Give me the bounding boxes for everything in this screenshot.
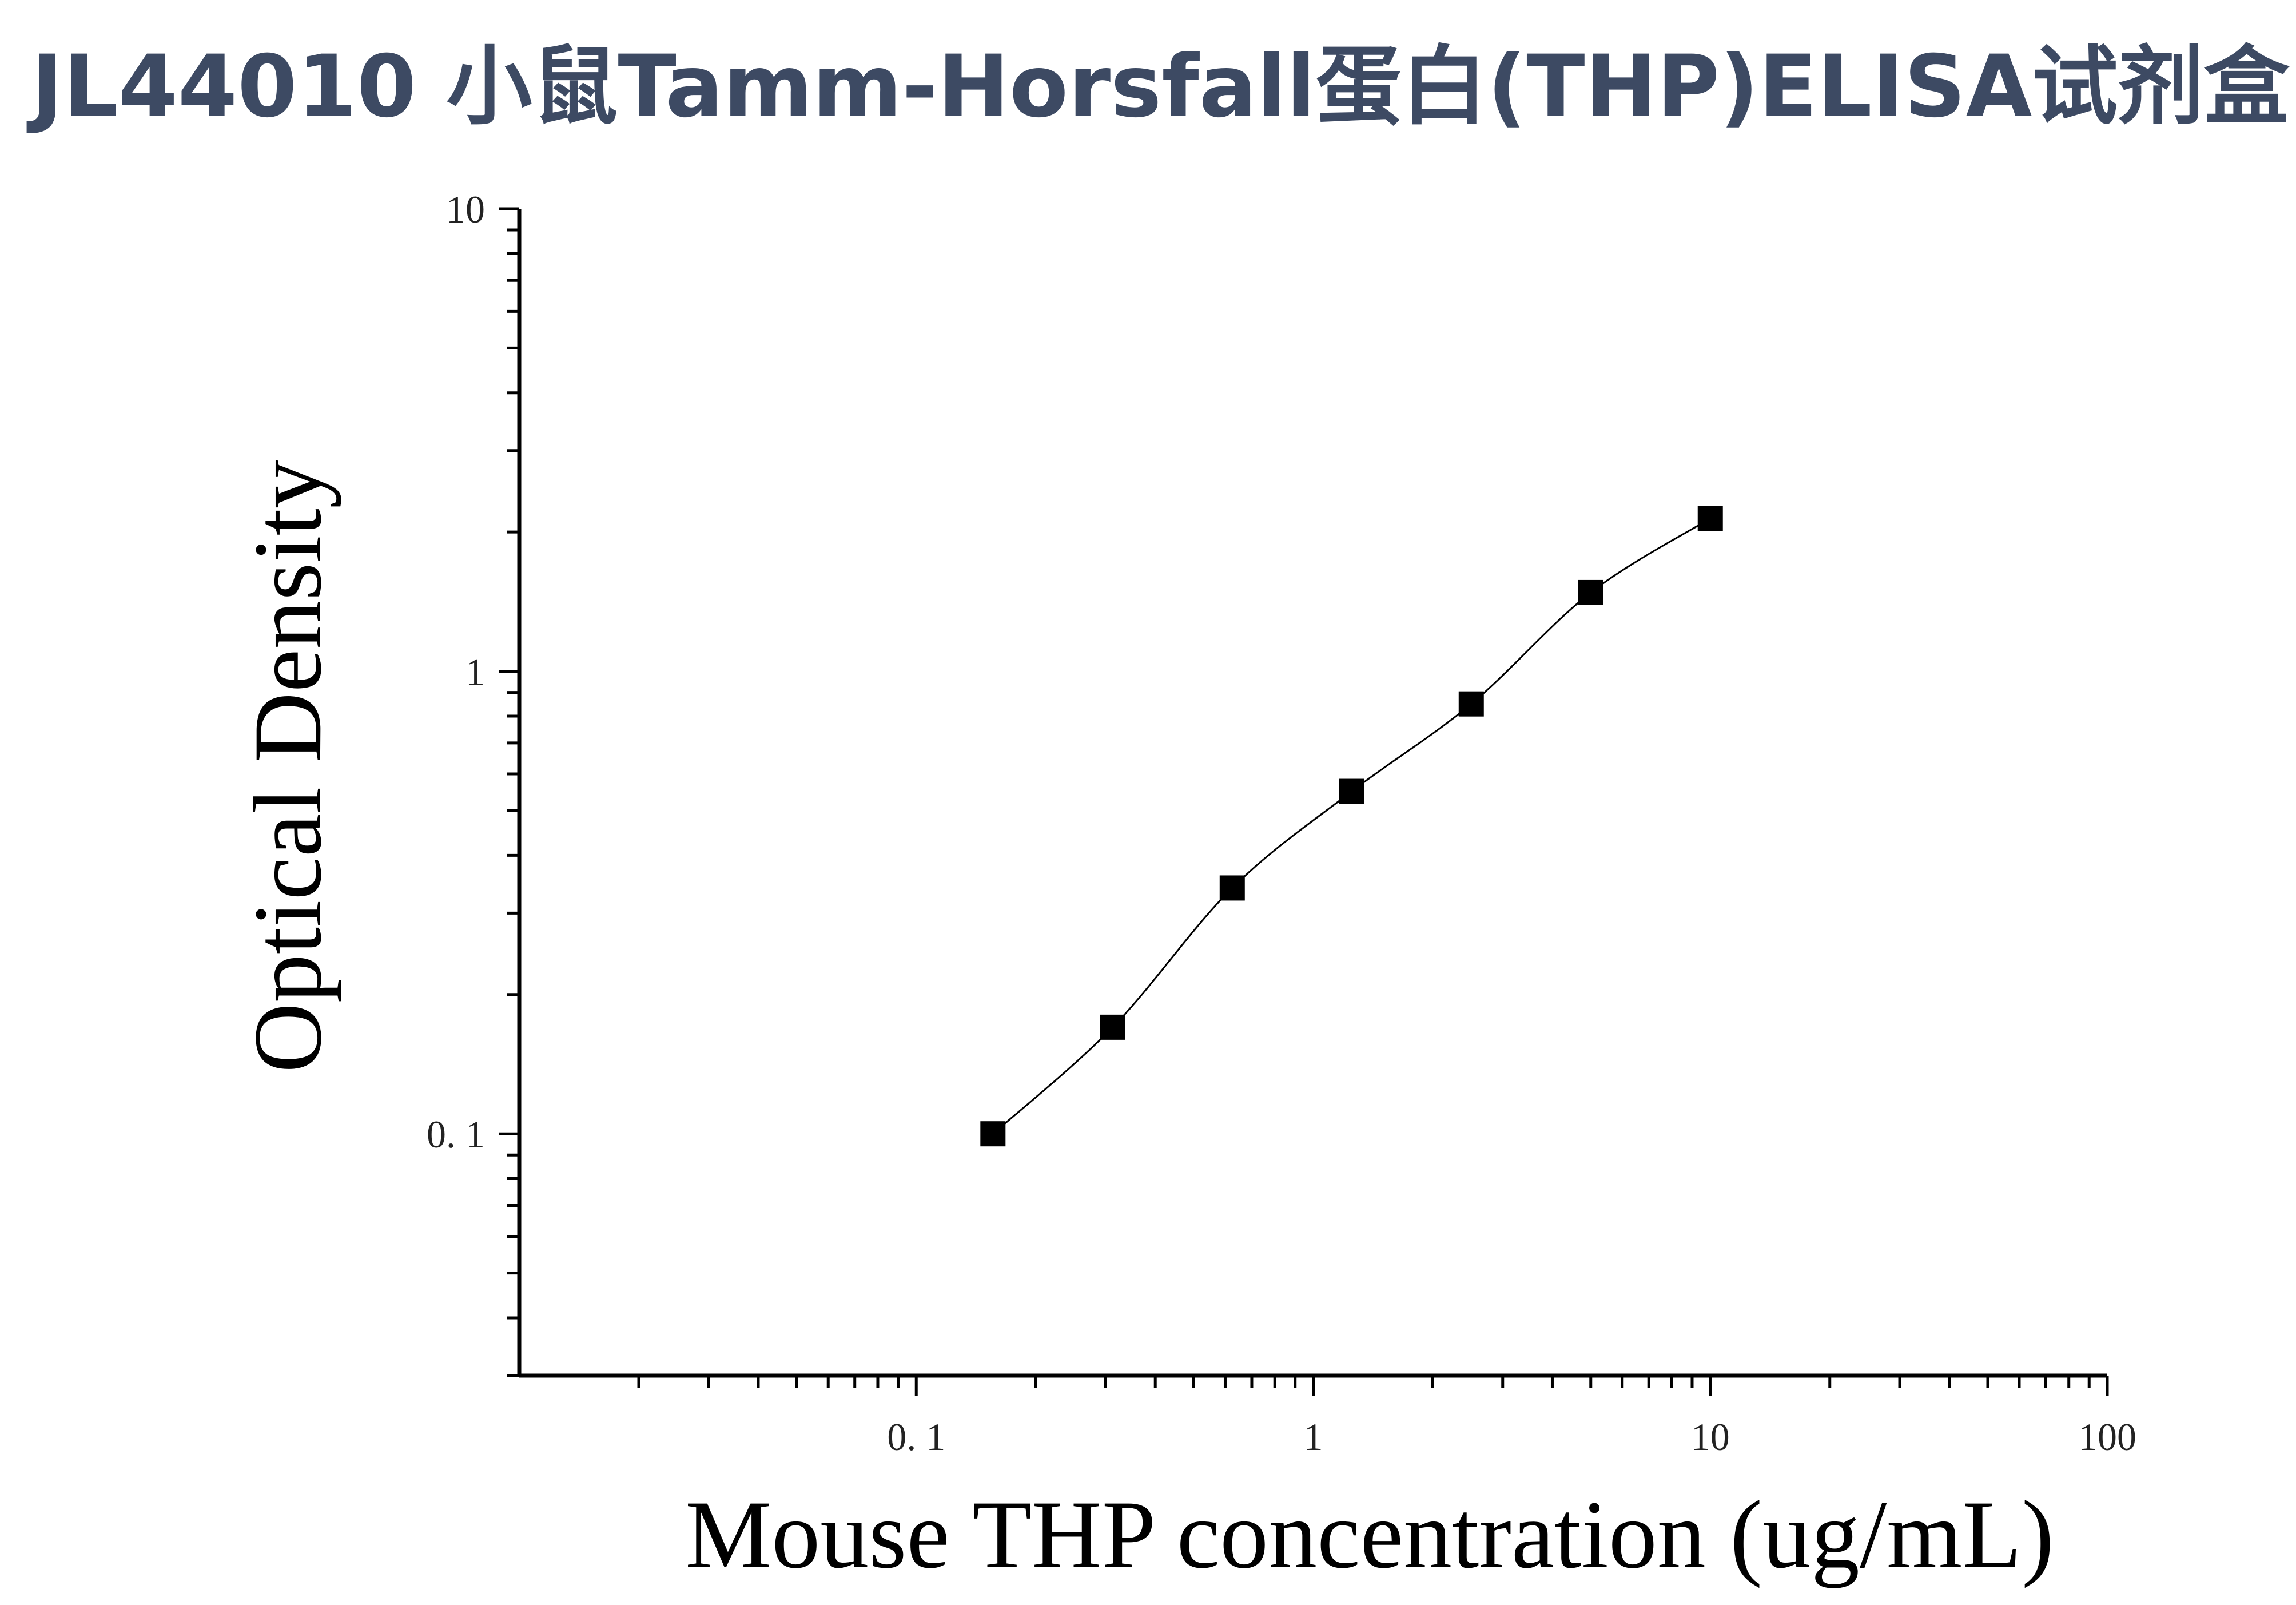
x-tick-label: 1 <box>1304 1415 1323 1459</box>
axis-labels: Mouse THP concentration (ug/mL) Optical … <box>234 460 2054 1588</box>
y-tick-label: 10 <box>446 188 485 231</box>
x-tick-label: 10 <box>1691 1415 1730 1459</box>
x-tick-label: 100 <box>2078 1415 2136 1459</box>
x-tick-label: 0. 1 <box>887 1415 945 1459</box>
y-tick-label: 1 <box>465 650 485 694</box>
fit-curve <box>992 518 1711 1135</box>
data-points <box>980 506 1723 1147</box>
data-point <box>1219 875 1245 901</box>
data-point <box>1339 778 1364 804</box>
data-point <box>1697 506 1723 531</box>
axes: 0. 1 1 10 100 0. 1 1 10 <box>427 188 2136 1459</box>
data-point <box>1578 579 1603 605</box>
x-axis-label: Mouse THP concentration (ug/mL) <box>685 1481 2054 1588</box>
data-point <box>1100 1014 1125 1040</box>
y-axis-label: Optical Density <box>234 460 341 1073</box>
fit-curve-layer <box>992 518 1711 1135</box>
data-point <box>1458 691 1484 717</box>
y-tick-label: 0. 1 <box>427 1113 485 1156</box>
data-point <box>980 1121 1006 1147</box>
page-title: JL44010 小鼠Tamm-Horsfall蛋白(THP)ELISA试剂盒 <box>31 37 2290 137</box>
